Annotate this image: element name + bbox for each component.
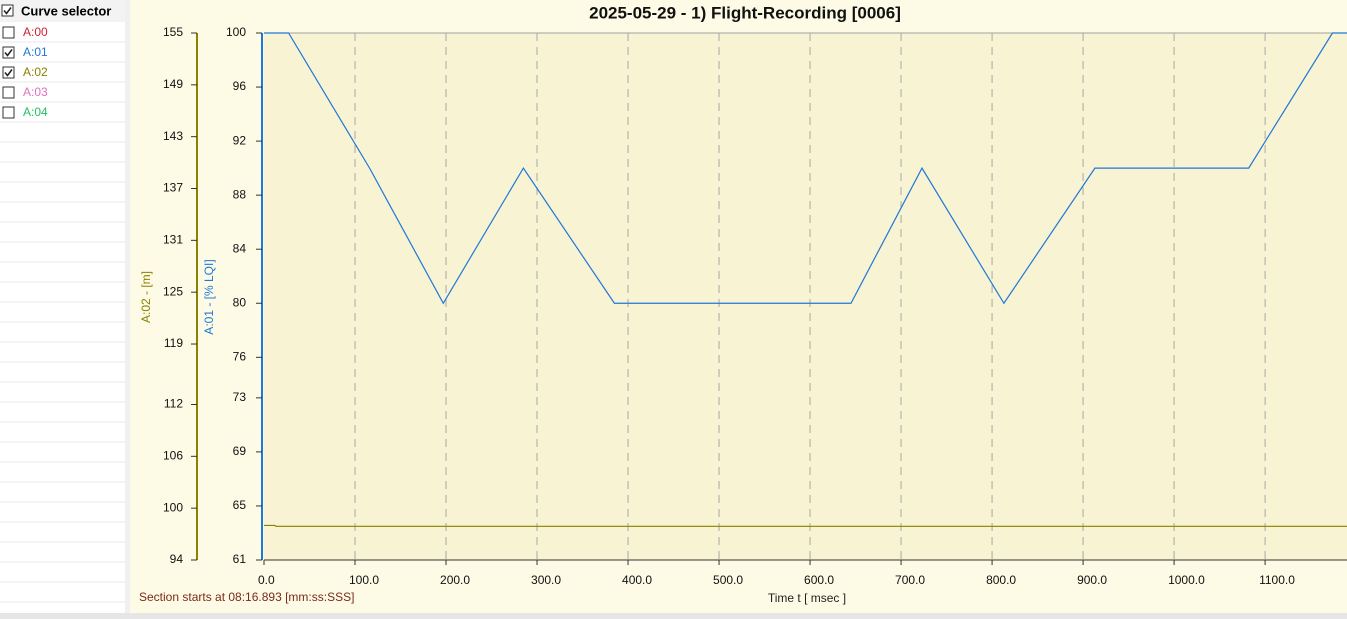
x-tick-label: 300.0	[531, 573, 561, 587]
legend-entry[interactable]: A:01	[23, 45, 48, 59]
curve-selector-header	[0, 0, 125, 22]
check-mark	[4, 49, 13, 57]
x-tick-label: 600.0	[804, 573, 834, 587]
x-tick-label: 100.0	[349, 573, 379, 587]
x-tick-label: 900.0	[1077, 573, 1107, 587]
curve-selector-panel	[0, 0, 125, 613]
y-tick-label: 84	[233, 241, 247, 255]
series-line	[264, 32, 1347, 305]
x-tick-label: 800.0	[986, 573, 1016, 587]
y2-tick-label: 149	[163, 77, 183, 91]
legend-entry[interactable]: A:04	[23, 105, 48, 119]
series-line	[264, 524, 1347, 527]
y2-tick-label: 94	[170, 552, 184, 566]
x-tick-label: 400.0	[622, 573, 652, 587]
y2-tick-label: 100	[163, 500, 183, 514]
y2-tick-label: 137	[163, 181, 183, 195]
y-tick-label: 76	[233, 349, 247, 363]
legend-entry[interactable]: A:00	[23, 25, 48, 39]
check-mark	[4, 69, 13, 77]
y2-tick-label: 125	[163, 284, 183, 298]
y-tick-label: 100	[226, 25, 246, 39]
legend-entry[interactable]: A:03	[23, 85, 48, 99]
section-start-note: Section starts at 08:16.893 [mm:ss:SSS]	[139, 590, 354, 604]
y2-tick-label: 112	[164, 397, 183, 411]
y-axis-label: A:01 - [% LQI]	[202, 259, 216, 334]
checkbox[interactable]	[2, 26, 15, 39]
y2-axis-label: A:02 - [m]	[139, 271, 153, 323]
y-tick-label: 69	[233, 444, 247, 458]
check-mark	[3, 7, 12, 15]
y-tick-label: 61	[233, 552, 247, 566]
y-tick-label: 88	[233, 187, 247, 201]
checkbox[interactable]	[2, 106, 15, 119]
x-tick-label: 200.0	[440, 573, 470, 587]
y2-tick-label: 155	[163, 25, 183, 39]
plot-area	[264, 33, 1347, 560]
chart-title: 2025-05-29 - 1) Flight-Recording [0006]	[589, 3, 901, 22]
y-tick-label: 92	[233, 133, 247, 147]
curve-selector-title: Curve selector	[21, 3, 111, 18]
legend-entry[interactable]: A:02	[23, 65, 48, 79]
y-tick-label: 65	[233, 498, 247, 512]
y2-tick-label: 143	[163, 129, 183, 143]
x-tick-label: 700.0	[895, 573, 925, 587]
checkbox[interactable]	[2, 86, 15, 99]
checkbox[interactable]	[1, 4, 14, 17]
y2-tick-label: 119	[164, 336, 183, 350]
y2-tick-label: 131	[163, 233, 183, 247]
y-tick-label: 96	[233, 79, 247, 93]
y-tick-label: 73	[233, 390, 247, 404]
x-tick-label: 1100.0	[1259, 573, 1295, 587]
y2-tick-label: 106	[163, 448, 183, 462]
checkbox[interactable]	[2, 46, 15, 59]
x-tick-label: 1000.0	[1168, 573, 1205, 587]
checkbox[interactable]	[2, 66, 15, 79]
status-strip	[0, 613, 1347, 619]
x-tick-label: 0.0	[258, 573, 275, 587]
y-tick-label: 80	[233, 295, 247, 309]
x-tick-label: 500.0	[713, 573, 743, 587]
x-axis-label: Time t [ msec ]	[768, 591, 846, 605]
